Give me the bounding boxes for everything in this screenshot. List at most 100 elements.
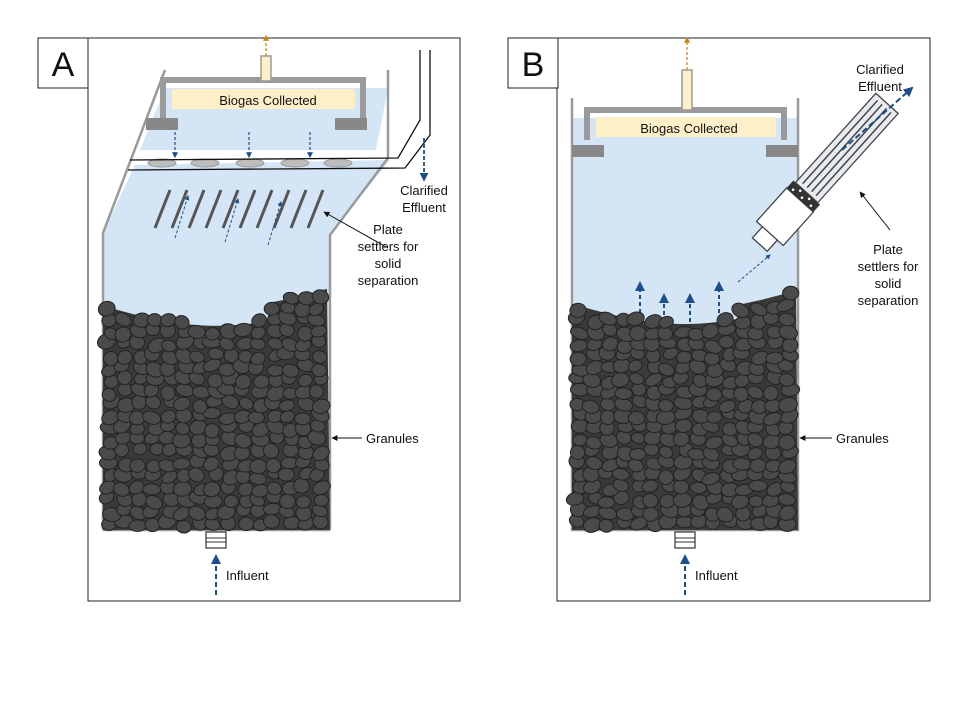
granule [716,312,734,328]
panel-b-granules-label: Granules [836,431,889,446]
granule [565,492,585,506]
panel-a-settler-line-1: Plate [373,222,403,237]
granule [188,467,205,483]
granule [569,302,587,319]
panel-b-influent-label: Influent [695,568,738,583]
panel-a-letter-box [37,37,89,89]
panel-b-tube-inflow-arrow [737,254,771,283]
panel-b-settler-tube [751,92,900,253]
granule [597,496,616,509]
granule [629,447,647,461]
granule [585,436,603,450]
panel-b-settler-line-2: settlers for [858,259,919,274]
granule [701,323,720,339]
granule [202,481,221,498]
granule [747,385,764,400]
granule [748,479,769,492]
panel-b-letter: B [522,46,545,84]
granule [747,447,763,461]
granule [204,327,221,341]
granule [611,468,630,481]
granule [628,372,645,385]
granule [278,399,296,412]
granule [778,434,796,451]
granule [145,494,163,510]
granule [627,359,643,373]
granule [657,362,675,377]
granule [128,480,145,495]
panel-a-influent-label: Influent [226,568,269,583]
granule [581,399,600,414]
granule [599,397,616,412]
granule [706,411,723,424]
granule [294,412,312,426]
panel-b-inlet-fitting [674,531,696,549]
panel-b-granule-bed [565,285,801,533]
granule [297,373,313,388]
granule [117,349,133,366]
granule [778,373,795,387]
granule [223,494,239,509]
granule [614,387,633,401]
granule [281,363,300,378]
panel-b-baffle-right [766,145,798,157]
panel-a-channel-bottom [127,50,431,171]
granule [778,312,796,327]
granule [144,517,161,533]
granule [192,399,208,414]
panel-b-settler-line-1: Plate [873,242,903,257]
granule [97,300,116,317]
granule [749,302,768,317]
granule [101,387,117,402]
granule [747,432,764,448]
panel-b-settler-line-4: separation [858,293,919,308]
granule [311,363,328,378]
granule [113,482,130,497]
granule [309,468,325,482]
panel-a-letter: A [52,46,75,84]
panel-a-right-wall [328,70,390,530]
granule [234,433,252,449]
panel-b-up-arrows [635,281,724,322]
panel-a-settler-arrows [174,195,283,246]
granule [114,312,132,327]
panel-b-effluent-arrow [841,86,914,151]
panel-a-effluent-line-2: Effluent [402,200,446,215]
granule [776,298,796,313]
granule [778,459,797,475]
granule [313,494,330,507]
granule [658,315,674,329]
granule [570,326,589,340]
granule [174,314,190,330]
granule [189,350,206,364]
granule [733,386,749,402]
granule [718,399,737,414]
granule [263,301,281,316]
granule [626,311,645,327]
granule [294,301,311,318]
granule [642,506,659,522]
granule [657,398,674,413]
panel-a-granule-bed [97,288,331,534]
granule [703,351,721,366]
granule [129,458,146,473]
granule [172,396,191,412]
granule [629,325,647,342]
granule [99,480,116,495]
granule [175,519,192,534]
granule [778,504,797,521]
granule [312,480,331,496]
granule [642,493,659,509]
granule [691,494,710,511]
panel-b-biogas-box [596,117,776,137]
panel-a-down-arrows [172,132,313,159]
panel-b-biogas-label: Biogas Collected [640,121,738,136]
granule [782,285,800,301]
panel-a-biogas-label: Biogas Collected [219,93,317,108]
granule [672,431,690,447]
granule [266,481,282,496]
granule [311,289,330,305]
granule [277,467,295,482]
panel-b: B Biogas Collected [507,36,931,602]
